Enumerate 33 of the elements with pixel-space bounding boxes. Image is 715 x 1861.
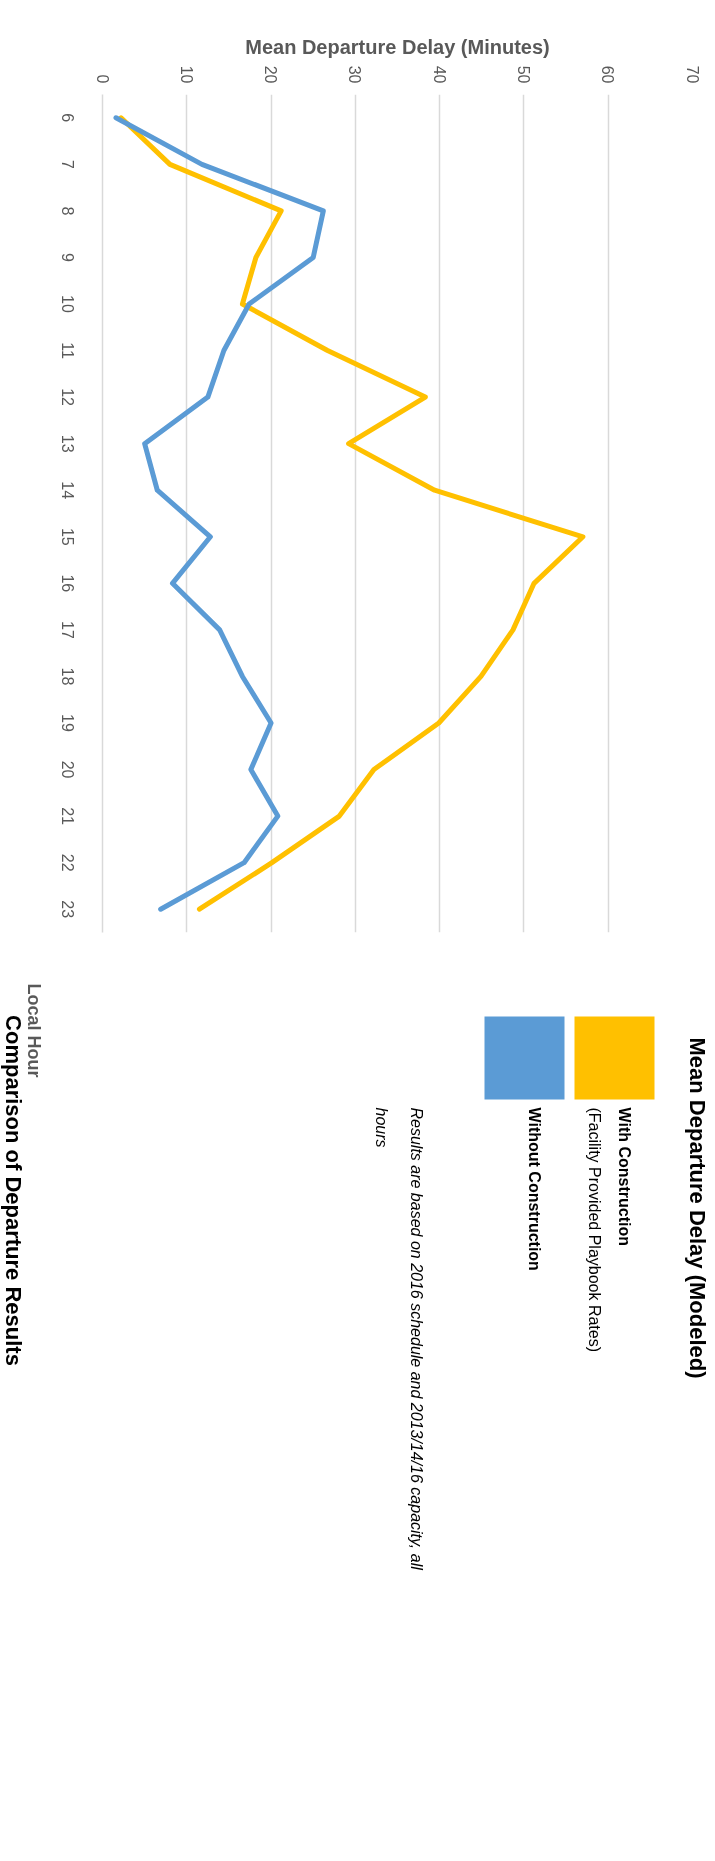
x-tick-label: 20	[262, 65, 280, 84]
y-tick-label: 18	[58, 667, 76, 686]
legend-title: Mean Departure Delay (Modeled)	[685, 1037, 710, 1379]
y-tick-label: 21	[58, 807, 76, 826]
x-tick-label: 0	[93, 74, 111, 84]
y-tick-label: 13	[58, 434, 76, 453]
text: With Construction (Facility Provided Playbook Rates)	[586, 1107, 633, 1353]
y-tick-label: 15	[58, 527, 76, 546]
x-tick-label: 50	[514, 65, 532, 84]
y-tick-label: 11	[58, 342, 76, 359]
text: Results are based on 2016 schedule and 2013/14/16 capacity, all hours	[373, 1107, 425, 1571]
y-tick-label: 23	[58, 900, 76, 919]
text: Comparison of Departure Results	[1, 1015, 26, 1366]
x-tick-label: 40	[430, 65, 448, 84]
y-tick-label: 12	[58, 388, 76, 407]
y-axis-title: Local Hour	[23, 983, 44, 1078]
text: Without Construction	[526, 1107, 543, 1271]
y-tick-label: 16	[58, 574, 76, 593]
x-axis-title: Mean Departure Delay (Minutes)	[245, 35, 550, 58]
x-tick-label: 10	[177, 65, 195, 84]
y-tick-label: 14	[58, 481, 76, 500]
x-tick-label: 60	[599, 65, 617, 84]
y-tick-label: 8	[58, 206, 76, 216]
y-tick-label: 17	[58, 620, 76, 639]
y-tick-label: 9	[58, 253, 76, 262]
y-tick-label: 7	[58, 159, 76, 169]
x-tick-label: 30	[346, 65, 364, 84]
y-tick-label: 6	[58, 113, 76, 123]
y-tick-label: 19	[58, 714, 76, 732]
x-tick-label: 70	[683, 65, 701, 84]
y-tick-label: 20	[58, 760, 76, 779]
y-tick-label: 22	[58, 853, 76, 872]
y-tick-label: 10	[58, 295, 76, 313]
